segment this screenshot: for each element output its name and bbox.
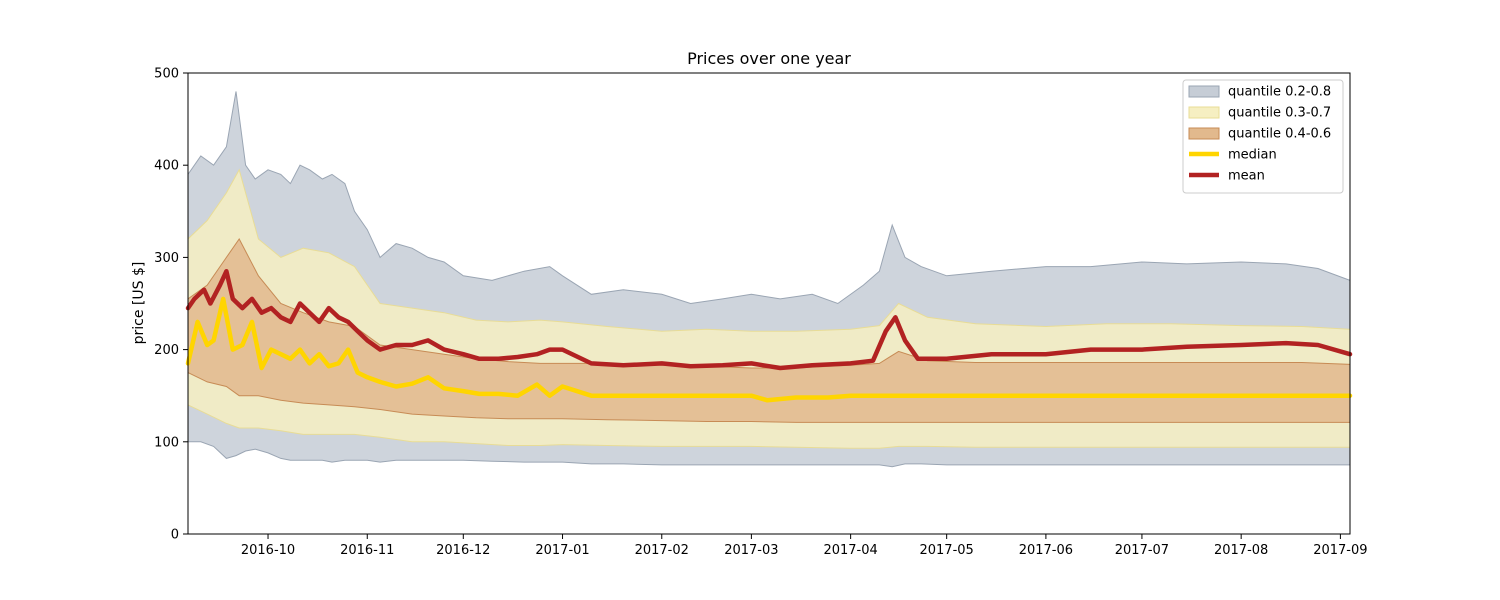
y-axis-label: price [US $]: [131, 262, 147, 345]
legend-label-quantile-0-3-0-7: quantile 0.3-0.7: [1228, 106, 1331, 121]
y-tick-label: 100: [154, 435, 179, 450]
x-tick-label: 2017-02: [635, 543, 689, 558]
legend-label-quantile-0-4-0-6: quantile 0.4-0.6: [1228, 127, 1331, 142]
x-tick-label: 2017-03: [724, 543, 778, 558]
legend-box: [1182, 79, 1344, 194]
legend-swatch-quantile-0-2-0-8: [1188, 85, 1220, 98]
y-tick-label: 400: [154, 159, 179, 174]
x-tick-label: 2016-10: [241, 543, 295, 558]
chart-title: Prices over one year: [687, 49, 851, 68]
quantile-bands: [187, 91, 1351, 468]
x-tick-label: 2017-04: [823, 543, 877, 558]
series-lines: [185, 268, 1353, 403]
series-line-mean: [185, 268, 1353, 371]
legend-swatch-quantile-0-4-0-6: [1188, 127, 1220, 140]
x-tick-label: 2017-01: [535, 543, 589, 558]
legend: quantile 0.2-0.8 quantile 0.3-0.7 quantile…: [1182, 79, 1344, 194]
x-tick-label: 2017-06: [1019, 543, 1073, 558]
x-tick-label: 2017-05: [919, 543, 973, 558]
x-tick-label: 2017-08: [1214, 543, 1268, 558]
series-line-median: [185, 296, 1353, 403]
y-axis: 0 100 200 300 400 500: [154, 67, 188, 543]
legend-swatch-quantile-0-3-0-7: [1188, 106, 1220, 119]
legend-label-quantile-0-2-0-8: quantile 0.2-0.8: [1228, 85, 1331, 100]
x-tick-label: 2016-12: [436, 543, 490, 558]
x-tick-label: 2017-07: [1115, 543, 1169, 558]
x-tick-label: 2016-11: [340, 543, 394, 558]
legend-label-median: median: [1228, 148, 1277, 163]
y-tick-label: 300: [154, 251, 179, 266]
y-tick-label: 0: [171, 528, 179, 543]
plot-frame: [187, 72, 1351, 535]
y-tick-label: 200: [154, 343, 179, 358]
x-tick-label: 2017-09: [1313, 543, 1367, 558]
legend-label-mean: mean: [1228, 169, 1265, 184]
y-tick-label: 500: [154, 67, 179, 82]
plot-area: [185, 91, 1353, 468]
x-axis: 2016-10 2016-11 2016-12 2017-01 2017-02 2017-…: [241, 534, 1368, 558]
